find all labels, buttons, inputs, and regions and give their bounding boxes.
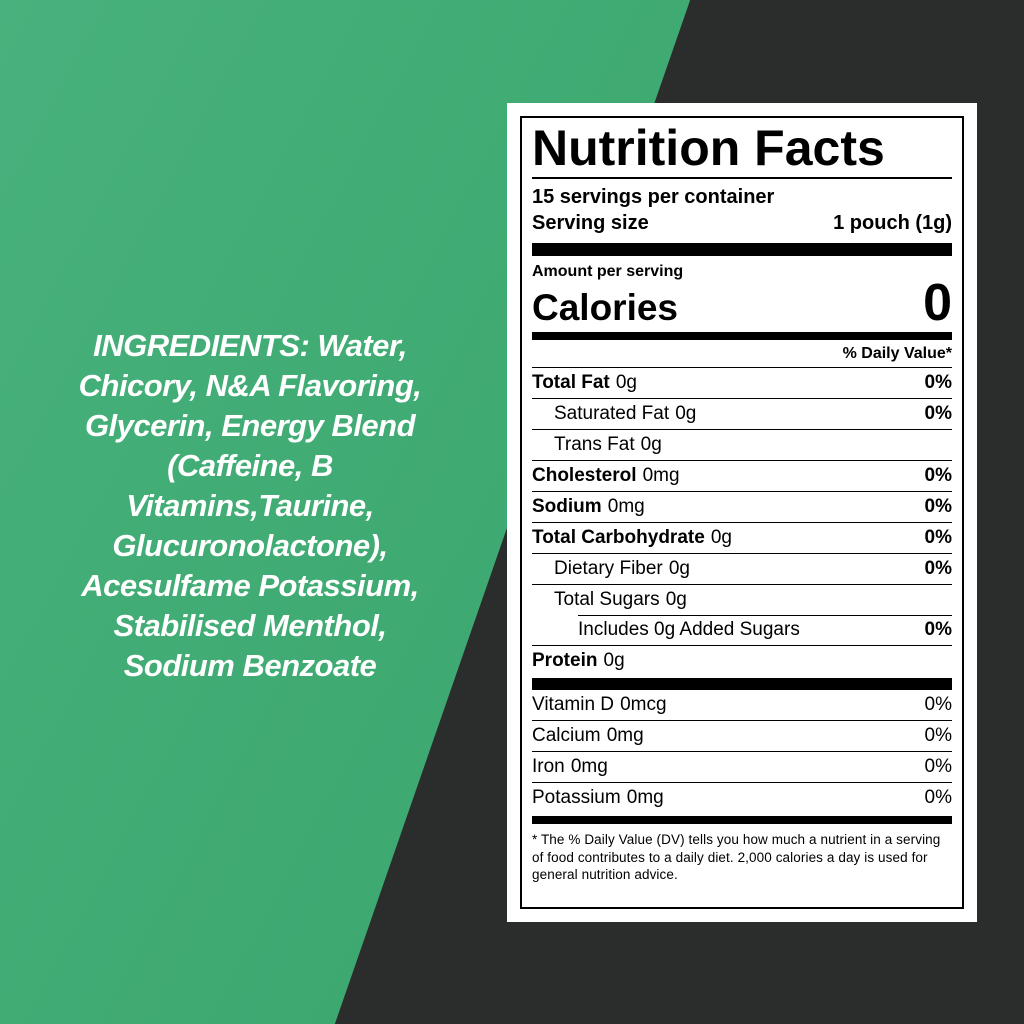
servings-per-container: 15 servings per container: [532, 186, 775, 208]
nutrient-row-calcium: Calcium 0mg 0%: [532, 720, 952, 751]
nutrient-row-dietary-fiber: Dietary Fiber 0g 0%: [532, 553, 952, 584]
calories-label: Calories: [532, 287, 679, 328]
daily-value-header: % Daily Value*: [842, 345, 952, 362]
nutrient-row-potassium: Potassium 0mg 0%: [532, 782, 952, 813]
daily-value-footnote: * The % Daily Value (DV) tells you how m…: [532, 832, 941, 883]
nutrient-name: Iron: [532, 756, 565, 777]
nutrient-row-sodium: Sodium 0mg 0%: [532, 491, 952, 522]
nutrient-row-cholesterol: Cholesterol 0mg 0%: [532, 460, 952, 491]
nutrient-amount: 0mg: [606, 725, 644, 746]
nutrient-amount: 0g: [640, 434, 662, 455]
thick-divider: [532, 243, 952, 256]
nutrient-name: Vitamin D: [532, 694, 615, 715]
serving-size-value: 1 pouch (1g): [833, 212, 952, 234]
medium-divider: [532, 332, 952, 340]
calories-value: 0: [923, 274, 952, 332]
nutrient-row-added-sugars: Includes 0g Added Sugars 0%: [532, 615, 952, 645]
nutrient-amount: 0mg: [626, 787, 664, 808]
nutrient-amount: 0mg: [607, 496, 645, 517]
nutrient-row-saturated-fat: Saturated Fat 0g 0%: [532, 398, 952, 429]
thick-divider: [532, 678, 952, 690]
nutrition-facts-title: Nutrition Facts: [532, 120, 885, 176]
nutrient-row-total-fat: Total Fat 0g 0%: [532, 367, 952, 398]
nutrient-row-total-carbohydrate: Total Carbohydrate 0g 0%: [532, 522, 952, 553]
serving-size-row: Serving size 1 pouch (1g): [532, 210, 952, 237]
nutrient-dv: 0%: [924, 527, 952, 548]
nutrient-name: Trans Fat: [554, 434, 635, 455]
nutrient-amount: 0g: [668, 558, 690, 579]
nutrient-name: Total Carbohydrate: [532, 527, 705, 548]
nutrient-row-protein: Protein 0g: [532, 645, 952, 676]
nutrient-name: Calcium: [532, 725, 601, 746]
medium-divider: [532, 816, 952, 824]
nutrient-dv: 0%: [924, 372, 952, 393]
nutrient-row-vitamin-d: Vitamin D 0mcg 0%: [532, 690, 952, 720]
nutrient-dv: 0%: [924, 558, 952, 579]
nutrient-name: Potassium: [532, 787, 621, 808]
nutrient-amount: 0g: [710, 527, 732, 548]
serving-size-label: Serving size: [532, 212, 649, 234]
ingredients-text: INGREDIENTS: Water, Chicory, N&A Flavori…: [78, 328, 422, 683]
nutrient-amount: 0mcg: [620, 694, 667, 715]
nutrient-dv: 0%: [924, 694, 952, 715]
nutrient-row-trans-fat: Trans Fat 0g: [532, 429, 952, 460]
nutrient-name: Total Sugars: [554, 589, 660, 610]
nutrition-facts-label: Nutrition Facts 15 servings per containe…: [507, 103, 977, 922]
nutrient-row-total-sugars: Total Sugars 0g: [532, 584, 952, 615]
nutrition-facts-border: Nutrition Facts 15 servings per containe…: [520, 116, 964, 909]
nutrient-amount: 0g: [615, 372, 637, 393]
nutrient-dv: 0%: [924, 725, 952, 746]
nutrient-dv: 0%: [924, 787, 952, 808]
nutrient-amount: 0mg: [570, 756, 608, 777]
nutrient-name: Includes 0g Added Sugars: [578, 619, 800, 640]
nutrient-amount: 0g: [675, 403, 697, 424]
nutrient-name: Cholesterol: [532, 465, 637, 486]
amount-per-serving-label: Amount per serving: [532, 263, 684, 280]
nutrient-name: Protein: [532, 650, 598, 671]
nutrient-dv: 0%: [924, 619, 952, 640]
nutrient-dv: 0%: [924, 465, 952, 486]
nutrient-amount: 0g: [603, 650, 625, 671]
nutrient-row-iron: Iron 0mg 0%: [532, 751, 952, 782]
nutrient-dv: 0%: [924, 496, 952, 517]
nutrient-dv: 0%: [924, 403, 952, 424]
nutrient-name: Saturated Fat: [554, 403, 670, 424]
nutrient-name: Total Fat: [532, 372, 610, 393]
nutrient-name: Dietary Fiber: [554, 558, 663, 579]
title-divider: [532, 177, 952, 179]
nutrient-amount: 0g: [665, 589, 687, 610]
calories-row: Calories 0: [532, 277, 952, 329]
nutrient-dv: 0%: [924, 756, 952, 777]
nutrient-amount: 0mg: [642, 465, 680, 486]
nutrient-name: Sodium: [532, 496, 602, 517]
